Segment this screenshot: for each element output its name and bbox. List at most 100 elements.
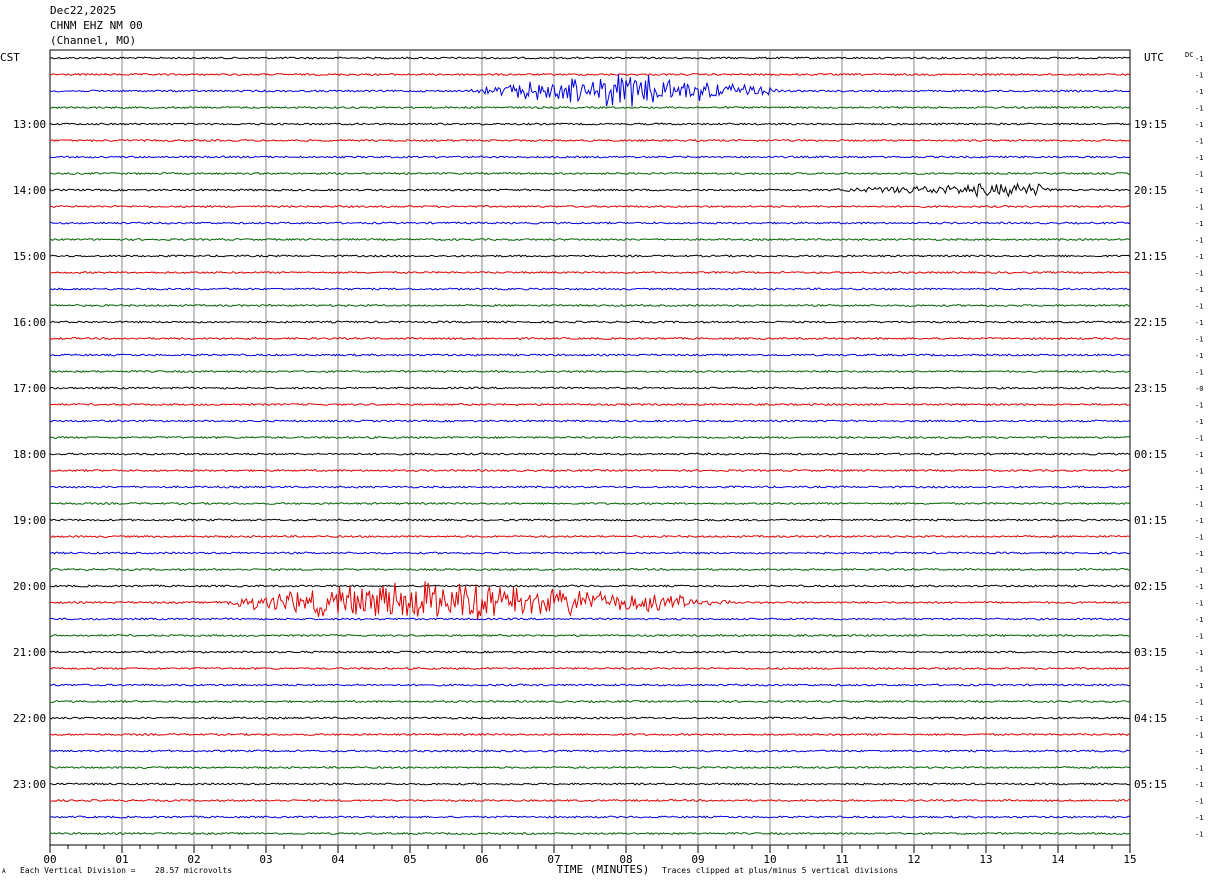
dc-offset-label: -1 bbox=[1195, 55, 1203, 63]
right-hour-label: 02:15 bbox=[1134, 580, 1167, 593]
seismic-trace bbox=[49, 732, 1131, 737]
seismic-trace bbox=[49, 666, 1131, 671]
seismic-trace bbox=[49, 650, 1131, 654]
left-hour-label: 17:00 bbox=[13, 382, 46, 395]
dc-offset-label: -1 bbox=[1195, 105, 1203, 113]
x-tick-label: 07 bbox=[547, 853, 560, 866]
seismic-trace bbox=[49, 287, 1131, 291]
x-tick-label: 08 bbox=[619, 853, 632, 866]
left-hour-label: 21:00 bbox=[13, 646, 46, 659]
seismic-trace bbox=[49, 182, 1131, 199]
x-tick-label: 13 bbox=[979, 853, 992, 866]
dc-offset-label: -1 bbox=[1195, 798, 1203, 806]
seismic-trace bbox=[49, 336, 1131, 341]
left-timezone-label: CST bbox=[0, 51, 20, 64]
left-hour-label: 19:00 bbox=[13, 514, 46, 527]
right-hour-label: 01:15 bbox=[1134, 514, 1167, 527]
right-hour-label: 21:15 bbox=[1134, 250, 1167, 263]
seismic-trace bbox=[49, 749, 1131, 753]
station-location: (Channel, MO) bbox=[50, 34, 137, 47]
seismic-trace bbox=[49, 237, 1131, 242]
dc-offset-label: -1 bbox=[1195, 369, 1203, 377]
x-tick-label: 09 bbox=[691, 853, 704, 866]
seismic-trace bbox=[49, 683, 1131, 687]
right-hour-label: 22:15 bbox=[1134, 316, 1167, 329]
seismic-trace bbox=[49, 254, 1131, 258]
seismic-trace bbox=[49, 485, 1131, 489]
x-tick-label: 15 bbox=[1123, 853, 1136, 866]
plot-date: Dec22,2025 bbox=[50, 4, 117, 17]
right-hour-label: 00:15 bbox=[1134, 448, 1167, 461]
dc-offset-label: -1 bbox=[1195, 831, 1203, 839]
x-tick-label: 14 bbox=[1051, 853, 1065, 866]
dc-offset-label: -1 bbox=[1195, 699, 1203, 707]
dc-offset-label: -1 bbox=[1195, 204, 1203, 212]
seismic-trace bbox=[49, 171, 1131, 176]
dc-offset-label: -1 bbox=[1195, 88, 1203, 96]
seismic-trace bbox=[49, 534, 1131, 539]
x-tick-label: 02 bbox=[187, 853, 200, 866]
seismic-trace bbox=[49, 501, 1130, 506]
seismic-trace bbox=[49, 204, 1131, 209]
seismic-trace bbox=[49, 402, 1131, 407]
left-hour-label: 22:00 bbox=[13, 712, 46, 725]
dc-offset-label: -1 bbox=[1195, 814, 1203, 822]
left-hour-label: 16:00 bbox=[13, 316, 46, 329]
dc-offset-label: -1 bbox=[1195, 732, 1203, 740]
seismic-trace bbox=[49, 831, 1131, 836]
dc-offset-label: -1 bbox=[1195, 402, 1203, 410]
dc-offset-label: -1 bbox=[1195, 270, 1203, 278]
x-tick-label: 10 bbox=[763, 853, 776, 866]
dc-offset-label: -1 bbox=[1195, 187, 1203, 195]
dc-offset-label: -1 bbox=[1195, 418, 1203, 426]
right-timezone-label: UTC bbox=[1144, 51, 1164, 64]
scale-value: 28.57 microvolts bbox=[155, 866, 233, 875]
dc-offset-label: -1 bbox=[1195, 121, 1203, 129]
seismic-trace bbox=[49, 567, 1131, 572]
dc-offset-label: -1 bbox=[1195, 501, 1203, 509]
dc-offset-label: -1 bbox=[1195, 468, 1203, 476]
seismic-trace bbox=[49, 56, 1131, 60]
seismic-trace bbox=[49, 435, 1131, 440]
x-tick-label: 00 bbox=[43, 853, 56, 866]
seismic-trace bbox=[49, 353, 1131, 357]
dc-offset-label: -1 bbox=[1195, 781, 1203, 789]
seismic-trace bbox=[49, 815, 1131, 819]
plot-frame bbox=[49, 49, 1131, 846]
dc-offset-label: -1 bbox=[1195, 666, 1203, 674]
right-hour-label: 19:15 bbox=[1134, 118, 1167, 131]
dc-offset-label: -1 bbox=[1195, 237, 1203, 245]
dc-offset-label: -1 bbox=[1195, 286, 1203, 294]
seismic-trace bbox=[49, 518, 1131, 522]
seismic-trace bbox=[49, 699, 1131, 704]
left-hour-label: 13:00 bbox=[13, 118, 46, 131]
dc-offset-label: -1 bbox=[1195, 534, 1203, 542]
dc-offset-label: -1 bbox=[1195, 633, 1203, 641]
dc-offset-label: -1 bbox=[1195, 567, 1203, 575]
seismic-trace bbox=[49, 303, 1131, 308]
right-hour-label: 04:15 bbox=[1134, 712, 1167, 725]
x-tick-label: 12 bbox=[907, 853, 920, 866]
seismic-trace bbox=[49, 468, 1131, 473]
dc-offset-label: -1 bbox=[1195, 171, 1203, 179]
dc-offset-label: -1 bbox=[1195, 72, 1203, 80]
x-tick-label: 11 bbox=[835, 853, 848, 866]
seismic-trace bbox=[49, 369, 1131, 374]
left-hour-label: 20:00 bbox=[13, 580, 46, 593]
dc-offset-label: -1 bbox=[1195, 765, 1203, 773]
dc-offset-label: -1 bbox=[1195, 253, 1203, 261]
x-tick-label: 04 bbox=[331, 853, 345, 866]
seismic-trace bbox=[49, 765, 1131, 770]
corner-mark: A bbox=[2, 868, 6, 875]
x-tick-label: 03 bbox=[259, 853, 272, 866]
dc-offset-label: -1 bbox=[1195, 303, 1203, 311]
left-hour-label: 18:00 bbox=[13, 448, 46, 461]
right-hour-label: 20:15 bbox=[1134, 184, 1167, 197]
dc-offset-label: -1 bbox=[1195, 715, 1203, 723]
dc-offset-label: -1 bbox=[1195, 649, 1203, 657]
dc-offset-label: -1 bbox=[1195, 748, 1203, 756]
seismic-trace bbox=[49, 270, 1131, 275]
seismic-trace bbox=[49, 73, 1131, 107]
dc-offset-label: -1 bbox=[1195, 352, 1203, 360]
